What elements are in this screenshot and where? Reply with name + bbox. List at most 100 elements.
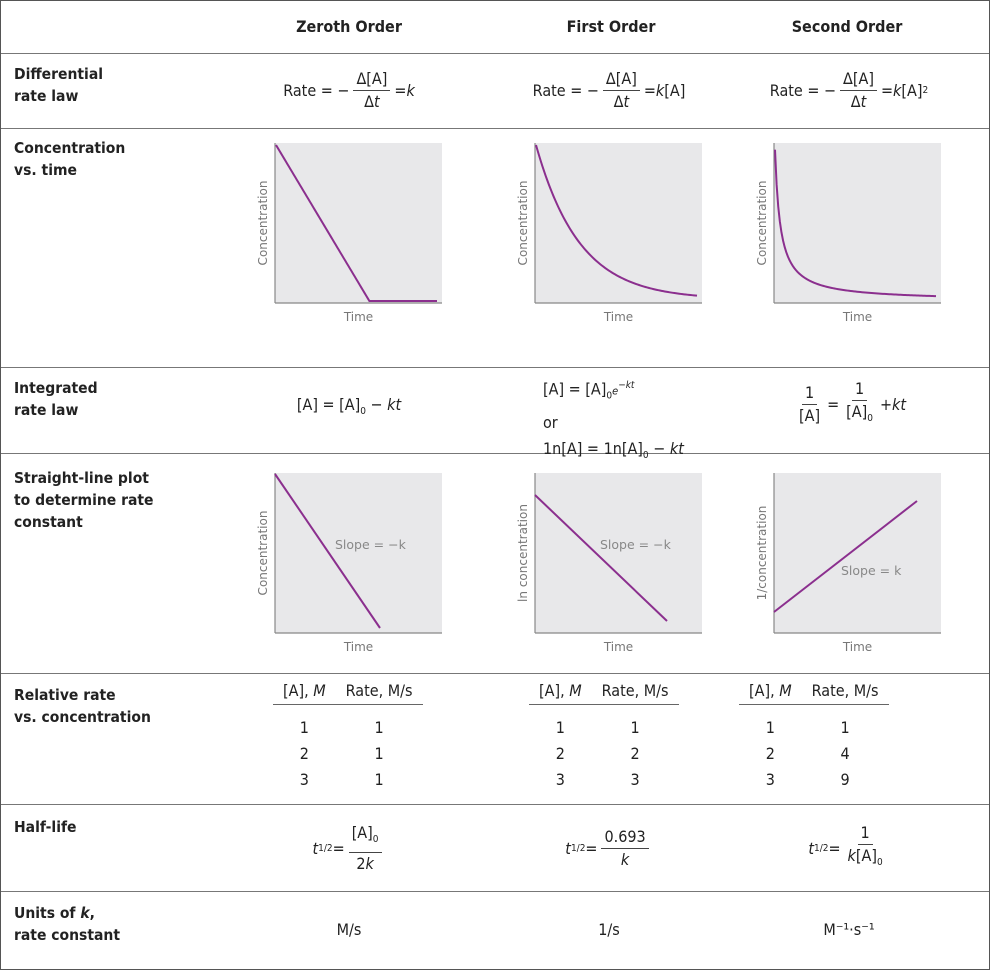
table-cell: 4 <box>840 744 850 763</box>
row-label-relative-rate: Relative rate vs. concentration <box>14 686 151 726</box>
x-axis-label: Time <box>343 310 373 324</box>
concentration-curve <box>774 149 937 298</box>
y-axis-label: 1/concentration <box>755 506 769 601</box>
half-life-first: t 1/2 = 0.693 k <box>479 821 739 876</box>
table-header: Rate, M/s <box>335 681 423 705</box>
divider <box>1 453 989 454</box>
table-cell: 2 <box>765 744 775 763</box>
table-header: Rate, M/s <box>591 681 679 705</box>
concentration-time-plot-first: Concentration Time <box>516 143 702 324</box>
table-cell: 1 <box>630 718 640 737</box>
plot-area <box>535 473 702 633</box>
subscript: 0 <box>360 406 366 418</box>
differential-rate-law-0: Rate = − Δ[A] Δt = k <box>283 69 415 111</box>
table-cell: 3 <box>299 770 309 789</box>
divider <box>1 891 989 892</box>
relative-rate-table-2: [A], M Rate, M/s 1 1 2 4 3 9 <box>739 681 889 789</box>
slope-label: Slope = −k <box>600 537 672 552</box>
plot-area <box>774 473 941 633</box>
table-cell: 2 <box>630 744 640 763</box>
row-label-conc-time: Concentration vs. time <box>14 139 126 179</box>
table-cell: 3 <box>555 770 565 789</box>
plot-area <box>275 143 442 303</box>
differential-rate-law-2: Rate = − Δ[A] Δt = k [A] 2 <box>769 69 929 111</box>
column-header-zeroth: Zeroth Order <box>296 17 402 36</box>
table-cell: 2 <box>555 744 565 763</box>
differential-rate-law-1: Rate = − Δ[A] Δt = k [A] <box>532 69 686 111</box>
table-cell: 1 <box>765 718 775 737</box>
plot-area <box>275 473 442 633</box>
table-cell: 1 <box>374 744 384 763</box>
units-first: 1/s <box>598 919 620 939</box>
y-axis-label: Concentration <box>755 181 769 266</box>
table-cell: 9 <box>840 770 850 789</box>
concentration-time-plot-second: Concentration Time <box>755 143 941 324</box>
relative-rate-table-0: [A], M Rate, M/s 1 1 2 1 3 1 <box>273 681 423 789</box>
table-header: [A], M <box>273 681 336 705</box>
table-cell: 1 <box>299 718 309 737</box>
slope-label: Slope = k <box>841 563 902 578</box>
units-zeroth: M/s <box>336 919 362 939</box>
integrated-zeroth: [A] = [A]0 − kt <box>296 394 402 418</box>
concentration-time-plot-zeroth: Concentration Time <box>256 143 442 324</box>
x-axis-label: Time <box>343 640 373 654</box>
table-cell: 3 <box>630 770 640 789</box>
straight-line-plot-second: 1/concentration Time Slope = k <box>755 473 941 654</box>
table-cell: 2 <box>299 744 309 763</box>
table-cell: 3 <box>765 770 775 789</box>
trend-line <box>274 473 381 629</box>
x-axis-label: Time <box>842 640 872 654</box>
y-axis-label: Concentration <box>516 181 530 266</box>
table-cell: 1 <box>840 718 850 737</box>
table-header: Rate, M/s <box>801 681 889 705</box>
concentration-curve <box>275 144 437 302</box>
divider <box>1 128 989 129</box>
table-header: [A], M <box>529 681 592 705</box>
y-axis-label: ln concentration <box>516 504 530 602</box>
half-life-zeroth: t 1/2 = [A]0 2k <box>219 821 479 876</box>
row-label-differential: Differential rate law <box>14 65 104 105</box>
units-second: M⁻¹·s⁻¹ <box>823 919 875 939</box>
row-label-half-life: Half-life <box>14 818 77 836</box>
divider <box>1 804 989 805</box>
slope-label: Slope = −k <box>335 537 407 552</box>
y-axis-label: Concentration <box>256 511 270 596</box>
relative-rate-table-1: [A], M Rate, M/s 1 1 2 2 3 3 <box>529 681 679 789</box>
table-cell: 1 <box>374 718 384 737</box>
x-axis-label: Time <box>842 310 872 324</box>
divider <box>1 367 989 368</box>
trend-line <box>534 494 668 622</box>
x-axis-label: Time <box>603 310 633 324</box>
concentration-curve <box>535 144 698 297</box>
plot-area <box>535 143 702 303</box>
row-label-units: Units of k, rate constant <box>14 904 121 944</box>
integrated-second: 1 [A] = 1 [A]0 + kt <box>799 378 906 425</box>
y-axis-label: Concentration <box>256 181 270 266</box>
trend-line <box>773 500 918 613</box>
column-header-second: Second Order <box>791 17 903 36</box>
plot-area <box>774 143 941 303</box>
x-axis-label: Time <box>603 640 633 654</box>
table-header: [A], M <box>739 681 802 705</box>
straight-line-plot-first: ln concentration Time Slope = −k <box>516 473 702 654</box>
row-label-straight-line: Straight-line plot to determine rate const… <box>14 469 154 531</box>
half-life-second: t 1/2 = 1 k[A]0 <box>808 823 883 869</box>
column-header-first: First Order <box>566 17 656 36</box>
divider <box>1 673 989 674</box>
table-cell: 1 <box>374 770 384 789</box>
row-label-integrated: Integrated rate law <box>14 379 98 419</box>
straight-line-plot-zeroth: Concentration Time Slope = −k <box>256 473 442 654</box>
table-cell: 1 <box>555 718 565 737</box>
divider <box>1 53 989 54</box>
integrated-first: [A] = [A]0e−kt or 1n[A] = 1n[A]0 − kt <box>543 379 684 461</box>
